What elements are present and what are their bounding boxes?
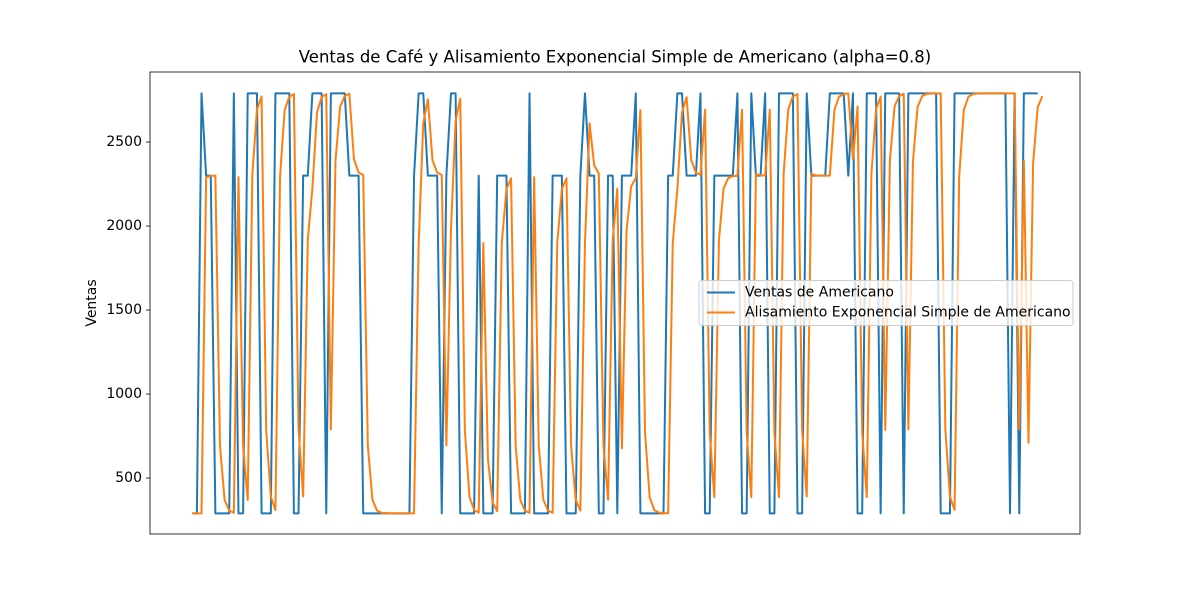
series-line [192, 92, 1038, 515]
series-line [192, 92, 1044, 515]
y-tick-label: 1000 [106, 386, 142, 402]
legend-box [698, 280, 1074, 326]
y-tick-label: 2500 [106, 134, 142, 150]
y-tick-label: 1500 [106, 302, 142, 318]
legend-label: Alisamiento Exponencial Simple de Americ… [745, 305, 1071, 321]
legend-label: Ventas de Americano [745, 285, 894, 301]
plot-frame [149, 71, 1081, 535]
chart-title: Ventas de Café y Alisamiento Exponencial… [299, 48, 931, 67]
y-tick-label: 500 [115, 470, 142, 486]
y-axis-label: Ventas [84, 279, 100, 326]
y-tick-label: 2000 [106, 218, 142, 234]
